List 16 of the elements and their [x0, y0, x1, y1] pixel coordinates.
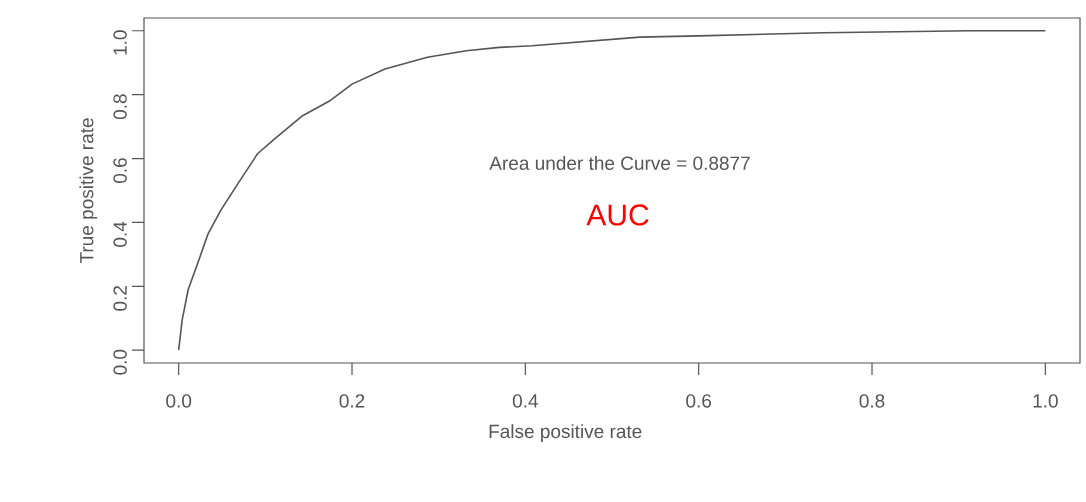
y-tick-label: 0.6: [113, 158, 127, 183]
y-tick-label: 0.8: [113, 94, 127, 120]
y-tick-label: 0.0: [113, 349, 127, 375]
x-tick-label: 0.6: [686, 394, 712, 408]
x-tick-label: 0.0: [166, 394, 192, 408]
x-tick-label: 0.4: [512, 394, 538, 408]
annotation: AUC: [586, 204, 649, 226]
y-tick-label: 0.4: [113, 221, 127, 247]
y-axis-title: True positive rate: [79, 118, 98, 264]
x-axis-title: False positive rate: [489, 424, 642, 442]
annotation: Area under the Curve = 0.8877: [489, 156, 750, 170]
y-tick-label: 0.2: [113, 286, 127, 311]
x-tick-label: 1.0: [1033, 394, 1058, 408]
x-tick-label: 0.2: [339, 394, 365, 408]
x-tick-label: 0.8: [859, 394, 885, 408]
y-tick-label: 1.0: [113, 30, 127, 55]
